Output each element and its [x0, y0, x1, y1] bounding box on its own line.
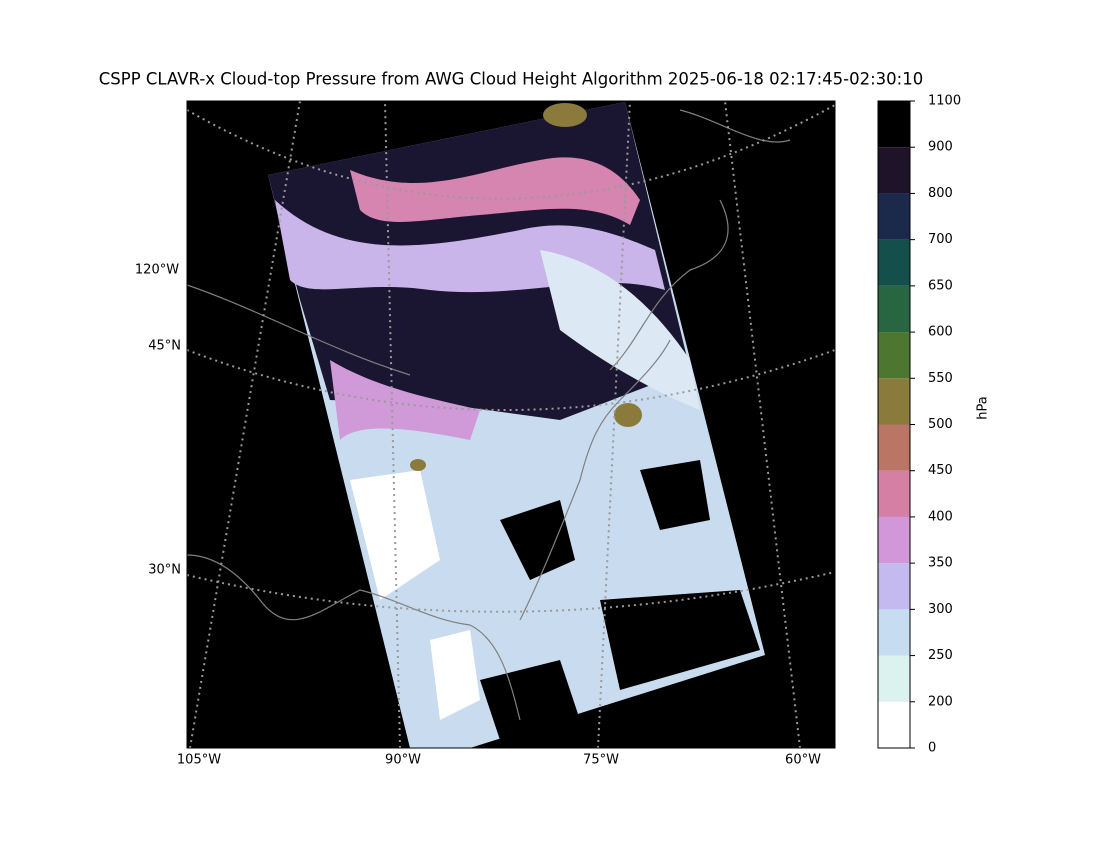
- colorbar-tick-label: 350: [928, 556, 953, 571]
- longitude-label: 105°W: [177, 753, 221, 768]
- colorbar-segment: [878, 563, 910, 610]
- low-cloud: [350, 470, 480, 720]
- latitude-label: 45°N: [148, 339, 181, 354]
- coastline: [187, 109, 791, 721]
- colorbar-segment: [878, 101, 910, 148]
- colorbar-tick-label: 500: [928, 417, 953, 432]
- colorbar-tick-label: 400: [928, 509, 953, 524]
- colorbar-segment: [878, 193, 910, 240]
- colorbar-tick-label: 250: [928, 648, 953, 663]
- colorbar-tick-label: 550: [928, 371, 953, 386]
- cloud-band-pink: [350, 157, 640, 225]
- colorbar-segment: [878, 285, 910, 333]
- map-area: [187, 101, 835, 748]
- colorbar-tick-label: 800: [928, 186, 953, 201]
- colorbar-tick-label: 200: [928, 694, 953, 709]
- colorbar-segment: [878, 701, 910, 748]
- colorbar-segment: [878, 239, 910, 286]
- longitude-label: 75°W: [583, 753, 619, 768]
- colorbar-segment: [878, 332, 910, 379]
- colorbar-tick-label: 0: [928, 741, 936, 756]
- colorbar-tick-label: 450: [928, 463, 953, 478]
- parallel: [187, 571, 835, 613]
- cloud-band-violet: [330, 360, 480, 440]
- colorbar-segment: [878, 147, 910, 194]
- longitude-label: 90°W: [385, 753, 421, 768]
- colorbar-segment: [878, 424, 910, 471]
- meridian: [724, 101, 801, 748]
- longitude-label: 60°W: [785, 753, 821, 768]
- colorbar-label: hPa: [976, 396, 991, 419]
- colorbar-tick-label: 650: [928, 278, 953, 293]
- colorbar-segment: [878, 378, 910, 425]
- colorbar-tick-label: 300: [928, 602, 953, 617]
- longitude-label: 120°W: [135, 263, 179, 278]
- colorbar-segment: [878, 609, 910, 656]
- cloud-patch: [410, 459, 426, 471]
- colorbar-segment: [878, 470, 910, 517]
- latitude-label: 30°N: [148, 563, 181, 578]
- parallel: [187, 349, 835, 411]
- colorbar-segment: [878, 655, 910, 702]
- cloud-patch: [614, 403, 642, 427]
- colorbar-tick-label: 1100: [928, 94, 961, 109]
- cloud-patch: [543, 103, 587, 127]
- meridian: [189, 101, 301, 748]
- colorbar-tick-label: 600: [928, 325, 953, 340]
- cloud-region-light: [540, 250, 700, 410]
- clear-sky: [480, 460, 760, 740]
- colorbar-tick-label: 700: [928, 232, 953, 247]
- map-title: CSPP CLAVR-x Cloud-top Pressure from AWG…: [99, 70, 923, 89]
- colorbar-segment: [878, 516, 910, 564]
- map-frame: [186, 100, 836, 749]
- colorbar-tick-label: 900: [928, 140, 953, 155]
